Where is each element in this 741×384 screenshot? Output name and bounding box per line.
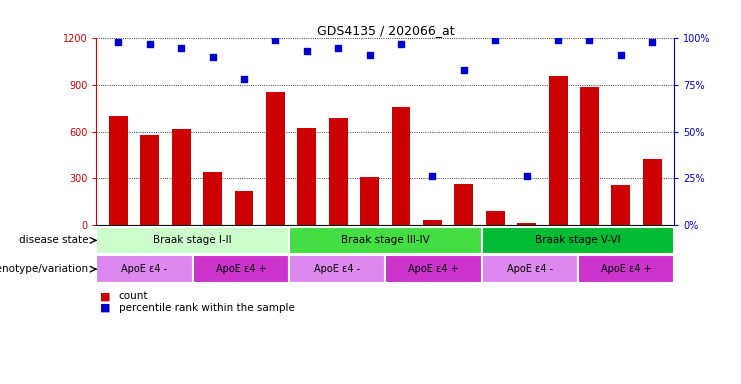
Bar (96, 227, 289, 254)
Bar (140, 136, 159, 225)
Text: genotype/variation: genotype/variation (0, 264, 89, 274)
Bar (482, 227, 674, 254)
Point (427, 173, 439, 179)
Point (552, 37, 564, 43)
Point (458, 67, 470, 73)
Bar (578, 255, 674, 283)
Text: Braak stage I-II: Braak stage I-II (153, 235, 232, 245)
Text: ■: ■ (100, 303, 110, 313)
Text: count: count (119, 291, 148, 301)
Bar (329, 118, 348, 225)
Text: ApoE ε4 -: ApoE ε4 - (507, 264, 553, 274)
Point (113, 39, 124, 45)
Point (207, 54, 219, 60)
Point (144, 41, 156, 47)
Bar (454, 184, 473, 225)
Bar (109, 116, 127, 225)
Point (489, 37, 501, 43)
Bar (611, 185, 631, 225)
Bar (96, 255, 193, 283)
Text: disease state: disease state (19, 235, 89, 245)
Bar (548, 76, 568, 225)
Bar (643, 159, 662, 225)
Bar (385, 255, 482, 283)
Point (175, 45, 187, 51)
Bar (423, 220, 442, 225)
Text: ApoE ε4 -: ApoE ε4 - (122, 264, 167, 274)
Point (521, 173, 533, 179)
Bar (289, 255, 385, 283)
Title: GDS4135 / 202066_at: GDS4135 / 202066_at (316, 24, 454, 37)
Text: ApoE ε4 +: ApoE ε4 + (408, 264, 459, 274)
Bar (235, 191, 253, 225)
Point (270, 37, 282, 43)
Point (395, 41, 407, 47)
Point (238, 76, 250, 83)
Text: Braak stage V-VI: Braak stage V-VI (535, 235, 621, 245)
Bar (289, 227, 482, 254)
Text: Braak stage III-IV: Braak stage III-IV (341, 235, 430, 245)
Bar (391, 107, 411, 225)
Point (584, 37, 596, 43)
Point (301, 48, 313, 55)
Bar (517, 223, 536, 225)
Bar (486, 211, 505, 225)
Bar (580, 86, 599, 225)
Bar (297, 128, 316, 225)
Bar (482, 255, 578, 283)
Text: percentile rank within the sample: percentile rank within the sample (119, 303, 294, 313)
Bar (203, 172, 222, 225)
Text: ApoE ε4 +: ApoE ε4 + (216, 264, 266, 274)
Bar (266, 92, 285, 225)
Text: ApoE ε4 -: ApoE ε4 - (314, 264, 360, 274)
Text: ApoE ε4 +: ApoE ε4 + (601, 264, 651, 274)
Bar (193, 255, 289, 283)
Point (615, 52, 627, 58)
Bar (360, 177, 379, 225)
Point (364, 52, 376, 58)
Point (646, 39, 658, 45)
Point (332, 45, 344, 51)
Text: ■: ■ (100, 291, 110, 301)
Bar (172, 129, 190, 225)
